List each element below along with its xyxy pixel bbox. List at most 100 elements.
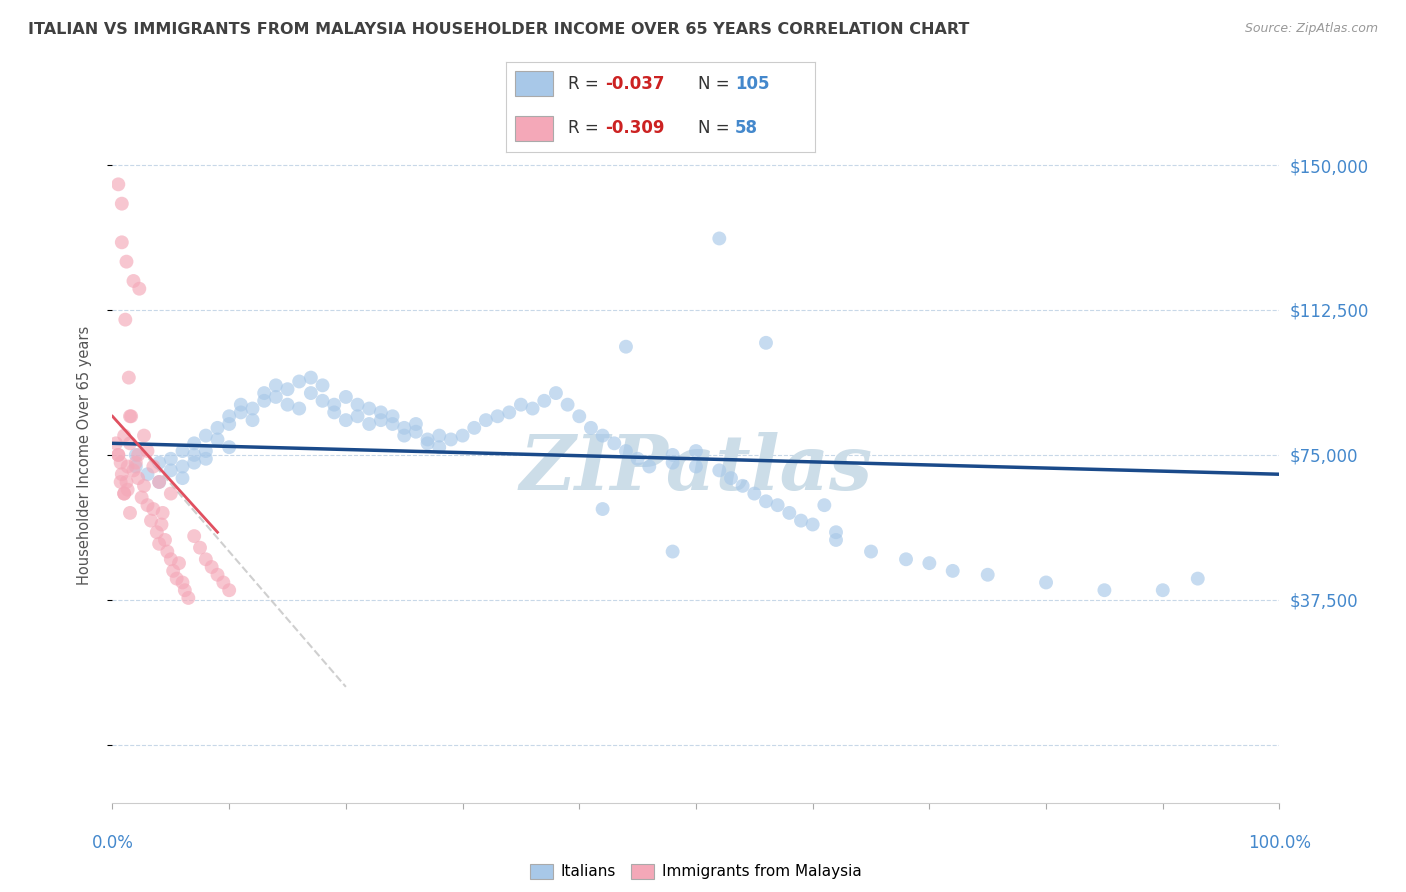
Point <box>201 560 224 574</box>
Text: 100.0%: 100.0% <box>1249 834 1310 852</box>
Bar <box>516 116 553 141</box>
Point <box>253 393 276 408</box>
Point <box>359 417 381 431</box>
Point <box>122 463 145 477</box>
Point <box>111 196 134 211</box>
Point <box>160 451 183 466</box>
Point <box>685 444 707 458</box>
Point <box>131 491 153 505</box>
Point <box>132 428 155 442</box>
Point <box>603 436 626 450</box>
Point <box>118 506 141 520</box>
Point <box>125 456 148 470</box>
Point <box>685 459 707 474</box>
Point <box>1187 572 1209 586</box>
Point <box>346 409 368 424</box>
Text: ITALIAN VS IMMIGRANTS FROM MALAYSIA HOUSEHOLDER INCOME OVER 65 YEARS CORRELATION: ITALIAN VS IMMIGRANTS FROM MALAYSIA HOUS… <box>28 22 970 37</box>
Point <box>1035 575 1057 590</box>
Point <box>264 390 287 404</box>
Point <box>859 544 883 558</box>
Point <box>172 459 194 474</box>
Text: 105: 105 <box>735 75 769 93</box>
Point <box>177 591 200 605</box>
Point <box>288 375 311 389</box>
Text: N =: N = <box>697 75 735 93</box>
Point <box>136 467 159 482</box>
Point <box>207 433 229 447</box>
Point <box>110 456 132 470</box>
Point <box>614 340 637 354</box>
Point <box>117 483 139 497</box>
Point <box>299 386 322 401</box>
Point <box>299 370 322 384</box>
Point <box>592 502 614 516</box>
Point <box>118 370 141 384</box>
Point <box>110 475 132 489</box>
Point <box>127 471 149 485</box>
Point <box>114 312 136 326</box>
Point <box>323 405 346 419</box>
Point <box>638 459 661 474</box>
Point <box>894 552 917 566</box>
Point <box>790 514 813 528</box>
Point <box>381 409 404 424</box>
Point <box>614 444 637 458</box>
Bar <box>516 71 553 96</box>
Point <box>112 428 135 442</box>
Point <box>451 428 474 442</box>
Text: 0.0%: 0.0% <box>91 834 134 852</box>
Point <box>509 398 531 412</box>
Point <box>148 475 170 489</box>
Point <box>150 517 173 532</box>
Point <box>813 498 835 512</box>
Point <box>118 409 141 424</box>
Point <box>440 433 463 447</box>
Point <box>122 274 145 288</box>
Text: -0.037: -0.037 <box>605 75 665 93</box>
Point <box>148 475 170 489</box>
Point <box>801 517 824 532</box>
Point <box>557 398 579 412</box>
Point <box>218 417 240 431</box>
Point <box>976 567 998 582</box>
Point <box>207 567 229 582</box>
Point <box>242 413 264 427</box>
Point <box>162 564 184 578</box>
Point <box>218 409 240 424</box>
Point <box>709 463 731 477</box>
Point <box>207 421 229 435</box>
Text: R =: R = <box>568 120 605 137</box>
Point <box>731 479 754 493</box>
Point <box>463 421 485 435</box>
Point <box>311 378 333 392</box>
Point <box>392 428 416 442</box>
Point <box>335 390 357 404</box>
Point <box>427 428 450 442</box>
Point <box>139 514 162 528</box>
Point <box>107 448 129 462</box>
Point <box>212 575 235 590</box>
Point <box>111 235 134 250</box>
Point <box>522 401 544 416</box>
Point <box>276 382 298 396</box>
Point <box>416 433 439 447</box>
Point <box>142 459 165 474</box>
Point <box>627 451 650 466</box>
Point <box>166 572 188 586</box>
Text: -0.309: -0.309 <box>605 120 665 137</box>
Point <box>709 231 731 245</box>
Point <box>218 440 240 454</box>
Point <box>942 564 965 578</box>
Point <box>117 459 139 474</box>
Point <box>194 451 217 466</box>
Point <box>720 471 742 485</box>
Point <box>194 444 217 458</box>
Point <box>194 552 217 566</box>
Point <box>242 401 264 416</box>
Point <box>661 544 683 558</box>
Point <box>475 413 498 427</box>
Point <box>755 335 778 350</box>
Point <box>533 393 555 408</box>
Point <box>128 282 150 296</box>
Point <box>136 444 159 458</box>
